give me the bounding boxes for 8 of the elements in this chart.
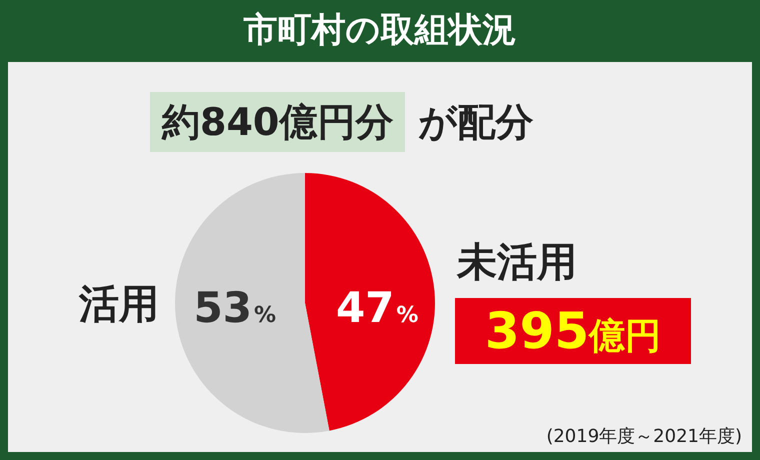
data-label: 53% — [194, 283, 276, 332]
chart-subtitle: 約840億円分 が配分 — [160, 99, 534, 146]
chart-title: 市町村の取組状況 — [242, 9, 518, 52]
slice-label: 未活用 — [456, 239, 577, 286]
data-label: 47% — [336, 283, 418, 332]
slice-label: 活用 — [78, 281, 159, 328]
text: (2019年度～2021年度) — [546, 425, 742, 448]
text: 395億円 — [484, 302, 662, 360]
